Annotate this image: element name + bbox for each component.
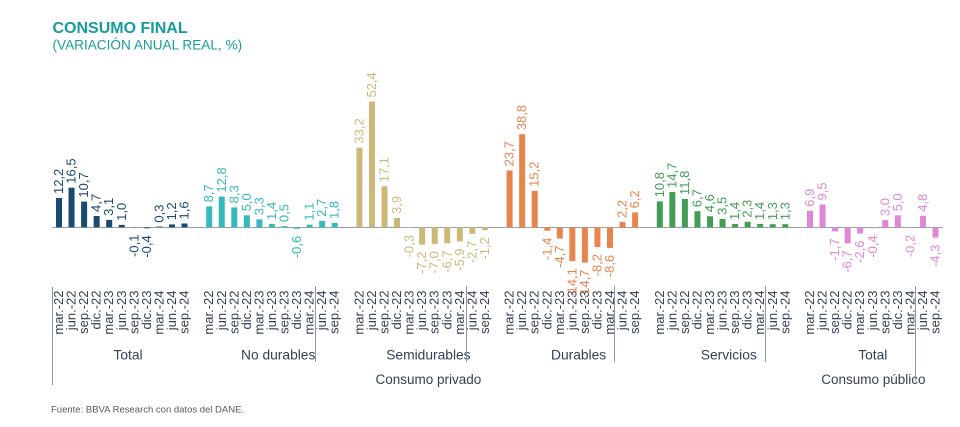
svg-text:Semidurables: Semidurables xyxy=(386,348,470,363)
svg-text:CONSUMO FINAL: CONSUMO FINAL xyxy=(53,20,188,37)
svg-text:-0,2: -0,2 xyxy=(902,235,917,257)
svg-text:38,8: 38,8 xyxy=(514,105,529,130)
svg-text:sep.-24: sep.-24 xyxy=(777,291,792,334)
svg-text:-1,2: -1,2 xyxy=(477,237,492,259)
svg-text:No durables: No durables xyxy=(241,348,315,363)
svg-text:sep.-24: sep.-24 xyxy=(477,291,492,334)
svg-text:Consumo público: Consumo público xyxy=(821,372,925,387)
svg-text:Fuente: BBVA Research con dato: Fuente: BBVA Research con datos del DANE… xyxy=(51,405,244,416)
svg-text:23,7: 23,7 xyxy=(502,141,517,166)
svg-text:Servicios: Servicios xyxy=(701,348,757,363)
svg-text:Durables: Durables xyxy=(551,348,606,363)
svg-text:0,5: 0,5 xyxy=(277,204,292,222)
svg-text:5,0: 5,0 xyxy=(890,193,905,211)
svg-text:3,9: 3,9 xyxy=(389,196,404,214)
svg-text:9,5: 9,5 xyxy=(815,182,830,200)
svg-text:1,0: 1,0 xyxy=(114,203,129,221)
svg-text:-0,6: -0,6 xyxy=(289,236,304,258)
svg-text:-4,3: -4,3 xyxy=(928,245,943,267)
svg-text:Consumo privado: Consumo privado xyxy=(375,372,481,387)
svg-text:Total: Total xyxy=(858,348,887,363)
svg-text:1,8: 1,8 xyxy=(327,201,342,219)
svg-text:15,2: 15,2 xyxy=(527,162,542,187)
svg-text:1,3: 1,3 xyxy=(777,202,792,220)
svg-text:1,6: 1,6 xyxy=(177,201,192,219)
svg-text:sep.-24: sep.-24 xyxy=(327,291,342,334)
svg-text:52,4: 52,4 xyxy=(364,72,379,97)
svg-text:(VARIACIÓN ANUAL REAL, %): (VARIACIÓN ANUAL REAL, %) xyxy=(53,38,243,53)
svg-text:17,1: 17,1 xyxy=(377,157,392,182)
svg-text:-4,7: -4,7 xyxy=(552,246,567,268)
svg-text:sep.-24: sep.-24 xyxy=(627,291,642,334)
svg-text:sep.-24: sep.-24 xyxy=(928,291,943,334)
svg-text:-0,4: -0,4 xyxy=(139,235,154,257)
svg-text:4,8: 4,8 xyxy=(915,194,930,212)
svg-text:6,2: 6,2 xyxy=(627,190,642,208)
svg-text:Total: Total xyxy=(113,348,142,363)
svg-text:-0,4: -0,4 xyxy=(865,235,880,257)
svg-text:10,7: 10,7 xyxy=(76,172,91,197)
svg-text:33,2: 33,2 xyxy=(351,118,366,143)
svg-text:sep.-24: sep.-24 xyxy=(177,291,192,334)
svg-text:-8,6: -8,6 xyxy=(602,255,617,277)
